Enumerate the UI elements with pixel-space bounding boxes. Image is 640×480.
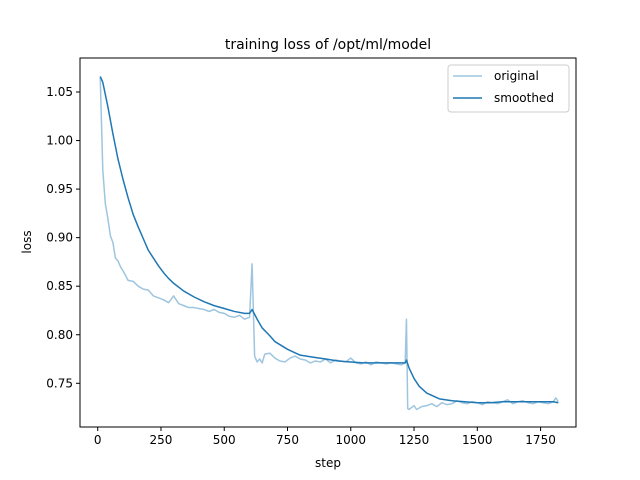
x-tick-label: 0 (94, 433, 102, 447)
y-tick-label: 0.90 (46, 231, 73, 245)
plot-series (99, 76, 559, 411)
y-axis: 0.75 0.80 0.85 0.90 0.95 1.00 1.05 (46, 85, 80, 390)
x-tick-label: 1500 (462, 433, 493, 447)
legend-label-original: original (494, 69, 539, 83)
x-tick-label: 1750 (525, 433, 556, 447)
chart-title: training loss of /opt/ml/model (225, 37, 431, 53)
y-tick-label: 0.85 (46, 279, 73, 293)
legend-label-smoothed: smoothed (494, 91, 554, 105)
x-tick-label: 250 (150, 433, 173, 447)
x-tick-label: 1250 (399, 433, 430, 447)
plot-frame (79, 57, 577, 428)
x-axis-label: step (315, 456, 341, 470)
y-tick-label: 1.00 (46, 134, 73, 148)
x-axis: 0 250 500 750 1000 1250 1500 1750 (94, 427, 556, 447)
x-tick-label: 750 (276, 433, 299, 447)
y-tick-label: 0.95 (46, 182, 73, 196)
y-tick-label: 1.05 (46, 85, 73, 99)
x-tick-label: 1000 (336, 433, 367, 447)
x-tick-label: 500 (213, 433, 236, 447)
series-line-smoothed (99, 76, 559, 404)
y-tick-label: 0.75 (46, 376, 73, 390)
y-tick-label: 0.80 (46, 328, 73, 342)
legend: original smoothed (447, 64, 570, 113)
y-axis-label: loss (20, 230, 34, 253)
